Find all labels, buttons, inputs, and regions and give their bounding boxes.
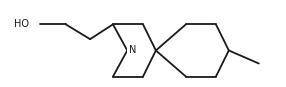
- Text: N: N: [129, 46, 136, 55]
- Text: HO: HO: [14, 19, 29, 29]
